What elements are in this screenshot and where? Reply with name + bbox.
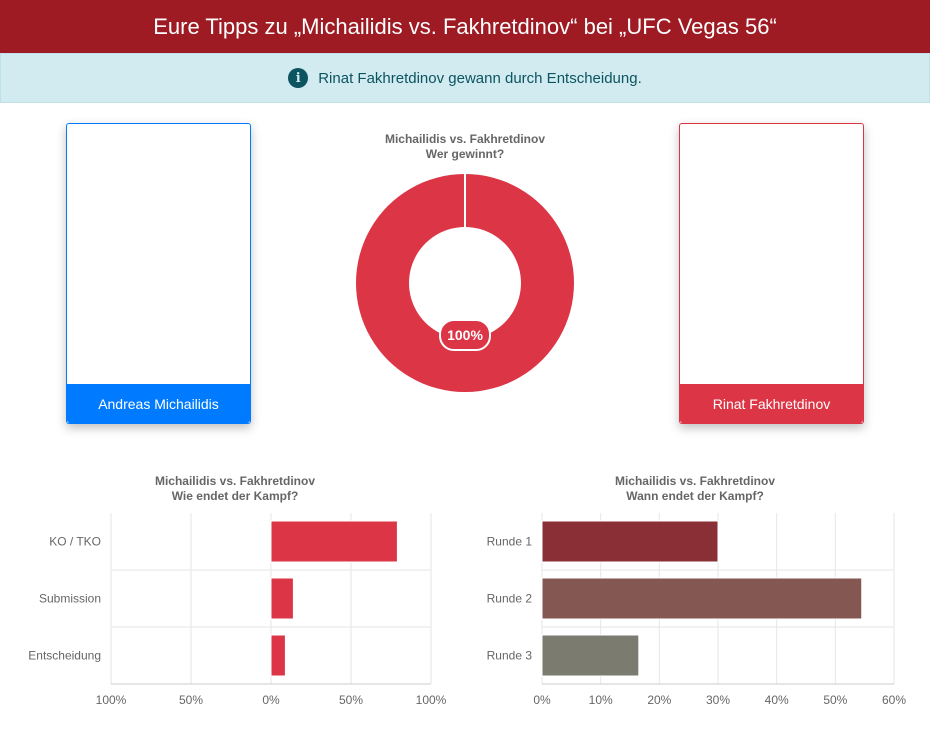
winner-chart-heading: Michailidis vs. Fakhretdinov Wer gewinnt… [345, 132, 585, 162]
round-category-label: Runde 2 [487, 592, 533, 606]
donut-data-label: 100% [447, 327, 483, 343]
round-category-label: Runde 3 [487, 649, 533, 663]
round-bar [541, 577, 863, 620]
round-chart-heading: Michailidis vs. Fakhretdinov Wann endet … [575, 474, 815, 504]
method-category-label: Submission [39, 592, 101, 606]
round-bar [541, 634, 640, 677]
round-category-label: Runde 1 [487, 535, 533, 549]
method-category-label: Entscheidung [28, 649, 101, 663]
round-chart-title: Michailidis vs. Fakhretdinov [614, 474, 776, 488]
fighter-card-fakhretdinov[interactable]: Rinat Fakhretdinov [679, 123, 864, 424]
method-bar-right [270, 634, 286, 677]
method-x-tick-label: 0% [262, 693, 280, 707]
method-chart-heading: Michailidis vs. Fakhretdinov Wie endet d… [115, 474, 355, 504]
round-x-tick-label: 20% [647, 693, 671, 707]
method-bar-right [270, 520, 398, 563]
fighter-name-button[interactable]: Rinat Fakhretdinov [680, 384, 863, 423]
round-x-tick-label: 60% [882, 693, 906, 707]
method-bar-right [270, 577, 294, 620]
fighter-name-button[interactable]: Andreas Michailidis [67, 384, 250, 423]
method-chart-title: Michailidis vs. Fakhretdinov [154, 474, 316, 488]
round-bar [541, 520, 719, 563]
round-chart-subtitle: Wann endet der Kampf? [626, 489, 764, 503]
method-x-tick-label: 100% [416, 693, 447, 707]
method-x-tick-label: 100% [96, 693, 127, 707]
donut-slice [355, 174, 574, 392]
round-x-tick-label: 50% [823, 693, 847, 707]
winner-chart-title: Michailidis vs. Fakhretdinov [384, 132, 546, 146]
winner-donut-chart: 100% [355, 174, 574, 392]
result-alert-text: Rinat Fakhretdinov gewann durch Entschei… [318, 69, 642, 87]
method-x-tick-label: 50% [339, 693, 363, 707]
page-title: Eure Tipps zu „Michailidis vs. Fakhretdi… [153, 13, 777, 39]
round-x-tick-label: 10% [589, 693, 613, 707]
round-x-tick-label: 40% [765, 693, 789, 707]
info-circle-icon: i [288, 68, 309, 88]
donut-data-label-box [439, 319, 491, 351]
round-x-tick-label: 30% [706, 693, 730, 707]
fighter-card-michailidis[interactable]: Andreas Michailidis [66, 123, 251, 424]
method-x-tick-label: 50% [179, 693, 203, 707]
round-x-tick-label: 0% [533, 693, 551, 707]
round-bar-chart: 0% 10% 20% 30% 40% 50% 60% Runde 1 Runde 2 Runde … [487, 513, 906, 707]
result-alert: i Rinat Fakhretdinov gewann durch Entsch… [0, 53, 930, 103]
page-header: Eure Tipps zu „Michailidis vs. Fakhretdi… [0, 0, 930, 53]
method-bar-chart: 100% 50% 0% 50% 100% KO / TKO Submission Entsch… [28, 513, 447, 707]
winner-chart-subtitle: Wer gewinnt? [425, 147, 505, 161]
method-category-label: KO / TKO [49, 535, 101, 549]
method-chart-subtitle: Wie endet der Kampf? [171, 489, 299, 503]
